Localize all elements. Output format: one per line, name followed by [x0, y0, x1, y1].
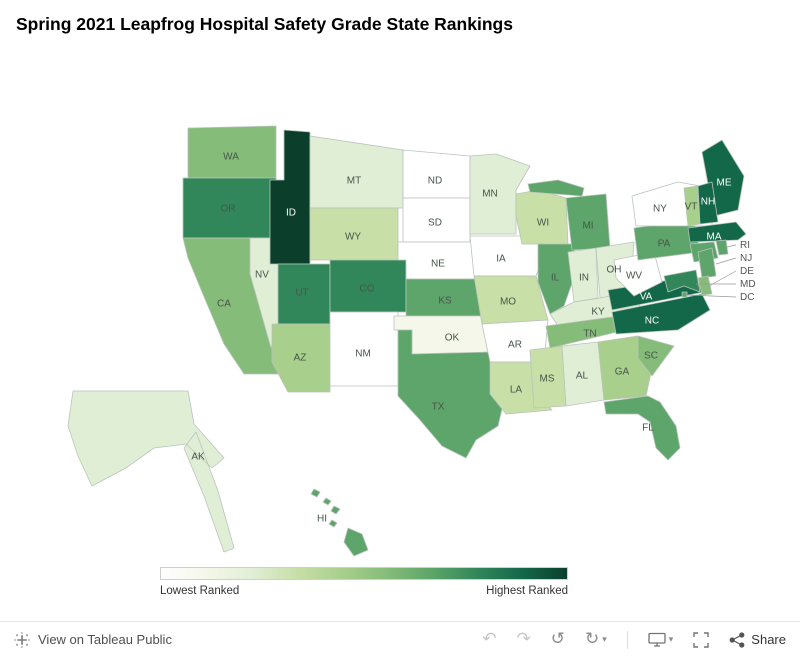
toolbar-actions: ↶ ↷ ↺ ↻ ▾ ▾ — [482, 629, 786, 649]
state-label-ar: AR — [508, 340, 522, 351]
callout-label-ri: RI — [740, 240, 750, 251]
redo-icon[interactable]: ↷ — [516, 629, 531, 649]
state-label-ga: GA — [615, 367, 630, 378]
callout-label-dc: DC — [740, 292, 754, 303]
callout-line-de — [708, 270, 737, 287]
state-label-az: AZ — [294, 353, 307, 364]
share-button[interactable]: Share — [729, 631, 786, 648]
view-on-tableau-label: View on Tableau Public — [38, 632, 172, 647]
callout-label-de: DE — [740, 266, 754, 277]
state-label-al: AL — [576, 371, 589, 382]
callout-label-md: MD — [740, 279, 756, 290]
chevron-down-icon: ▾ — [668, 634, 674, 645]
view-on-tableau-link[interactable]: View on Tableau Public — [14, 631, 172, 648]
state-mt[interactable] — [309, 135, 404, 209]
state-label-ma: MA — [707, 232, 722, 243]
us-map-svg[interactable]: AK HI WA OR CA NV ID MT WY UT CO AZ NM ND SD NE KS OK TX MN… — [38, 96, 768, 566]
state-sc[interactable] — [637, 335, 675, 377]
legend-high-label: Highest Ranked — [486, 585, 568, 597]
share-icon — [729, 631, 745, 648]
refresh-icon: ↻ — [584, 629, 600, 649]
state-label-or: OR — [221, 204, 236, 215]
state-de[interactable] — [697, 275, 713, 296]
state-tx[interactable] — [397, 329, 507, 459]
state-label-la: LA — [510, 385, 523, 396]
state-label-ok: OK — [445, 333, 460, 344]
refresh-menu-button[interactable]: ↻ ▾ — [585, 631, 607, 648]
state-label-nc: NC — [645, 316, 659, 327]
state-label-sd: SD — [428, 218, 442, 229]
state-label-ks: KS — [438, 296, 452, 307]
replay-icon[interactable]: ↺ — [550, 629, 565, 649]
state-mn[interactable] — [469, 153, 531, 235]
state-label-mn: MN — [482, 189, 498, 200]
state-label-nh: NH — [701, 197, 715, 208]
state-label-ia: IA — [496, 254, 506, 265]
state-label-co: CO — [360, 284, 375, 295]
state-hi[interactable] — [310, 488, 369, 557]
state-label-ut: UT — [295, 288, 308, 299]
state-label-hi: HI — [317, 514, 327, 525]
state-label-ky: KY — [591, 307, 605, 318]
callout-label-nj: NJ — [740, 253, 752, 264]
state-label-oh: OH — [607, 265, 622, 276]
state-dc[interactable] — [681, 291, 688, 298]
share-label: Share — [751, 632, 786, 647]
state-id[interactable] — [269, 129, 311, 265]
state-label-ne: NE — [431, 259, 445, 270]
state-label-fl: FL — [642, 423, 654, 434]
footer-toolbar: View on Tableau Public ↶ ↷ ↺ ↻ ▾ ▾ — [0, 621, 800, 657]
state-label-wi: WI — [537, 218, 549, 229]
state-label-tn: TN — [583, 329, 596, 340]
state-nj[interactable] — [697, 247, 717, 279]
tableau-logo-icon — [14, 631, 30, 648]
us-choropleth-map[interactable]: AK HI WA OR CA NV ID MT WY UT CO AZ NM ND SD NE KS OK TX MN… — [38, 96, 768, 566]
state-label-id: ID — [286, 208, 296, 219]
state-ma[interactable] — [687, 221, 747, 243]
state-label-vt: VT — [685, 202, 698, 213]
undo-icon[interactable]: ↶ — [482, 629, 497, 649]
state-label-wv: WV — [626, 271, 642, 282]
state-label-tx: TX — [432, 402, 445, 413]
state-label-nm: NM — [355, 349, 371, 360]
state-ri[interactable] — [715, 239, 729, 256]
state-ak[interactable] — [67, 390, 235, 553]
state-label-wa: WA — [223, 152, 239, 163]
state-label-ak: AK — [191, 452, 205, 463]
state-label-nd: ND — [428, 176, 442, 187]
fullscreen-button[interactable] — [693, 631, 709, 648]
state-label-me: ME — [717, 178, 732, 189]
toolbar-divider — [626, 630, 628, 649]
state-label-sc: SC — [644, 351, 658, 362]
state-nd[interactable] — [402, 149, 471, 199]
state-md[interactable] — [663, 269, 701, 293]
callout-line-ri — [726, 244, 737, 248]
state-label-nv: NV — [255, 270, 269, 281]
state-label-mi: MI — [582, 221, 593, 232]
state-label-pa: PA — [658, 239, 671, 250]
state-fl[interactable] — [603, 395, 681, 461]
download-icon — [648, 632, 666, 647]
color-legend: Lowest Ranked Highest Ranked — [160, 567, 568, 597]
legend-gradient — [160, 567, 568, 580]
state-label-mo: MO — [500, 297, 516, 308]
state-label-ny: NY — [653, 204, 667, 215]
legend-low-label: Lowest Ranked — [160, 585, 240, 597]
state-label-wy: WY — [345, 232, 361, 243]
state-label-ca: CA — [217, 299, 231, 310]
state-label-va: VA — [640, 292, 653, 303]
state-nh[interactable] — [697, 181, 719, 225]
state-label-mt: MT — [347, 176, 361, 187]
fullscreen-icon — [693, 631, 709, 648]
state-label-ms: MS — [540, 374, 555, 385]
callout-line-dc — [686, 294, 737, 298]
chevron-down-icon: ▾ — [602, 634, 607, 645]
state-label-in: IN — [579, 273, 589, 284]
page-title: Spring 2021 Leapfrog Hospital Safety Gra… — [16, 14, 513, 34]
state-az[interactable] — [271, 323, 331, 393]
callout-line-nj — [715, 257, 737, 265]
state-label-il: IL — [551, 273, 560, 284]
download-menu-button[interactable]: ▾ — [648, 632, 674, 647]
